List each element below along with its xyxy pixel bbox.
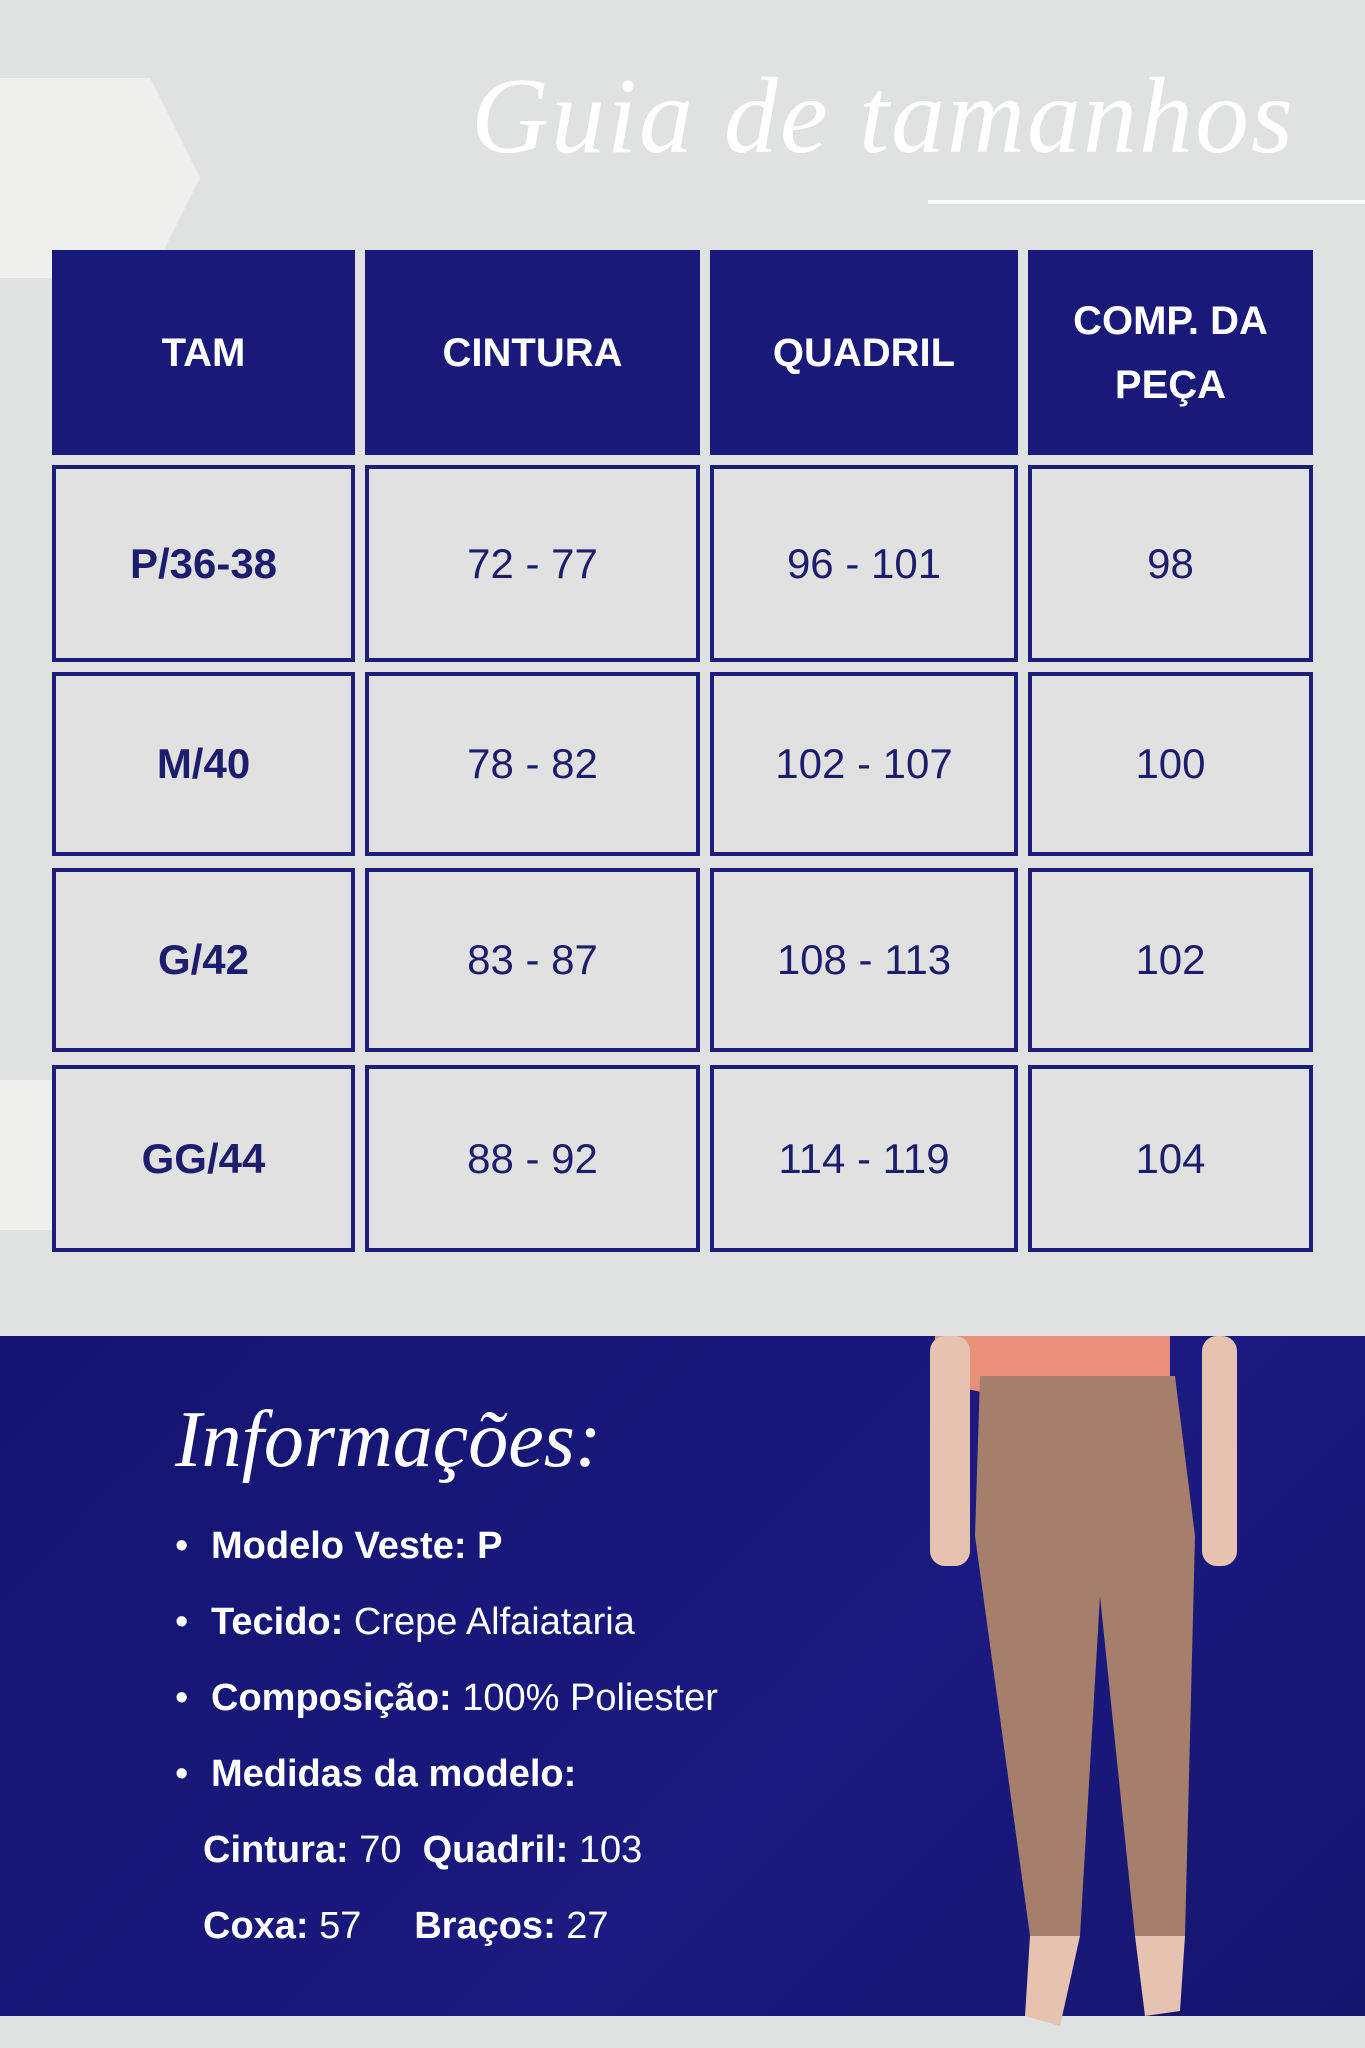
header-cell: TAM — [52, 250, 355, 455]
measure-cell: 102 - 107 — [710, 672, 1018, 856]
size-cell: G/42 — [52, 868, 355, 1052]
size-cell: GG/44 — [52, 1065, 355, 1252]
info-item-tecido: • Tecido: Crepe Alfaiataria — [175, 1601, 635, 1643]
model-photo — [930, 1336, 1237, 2026]
measure-cell: 83 - 87 — [365, 868, 700, 1052]
header-cell: QUADRIL — [710, 250, 1018, 455]
measure-cell: 96 - 101 — [710, 465, 1018, 662]
size-cell: P/36-38 — [52, 465, 355, 662]
info-title: Informações: — [175, 1396, 602, 1484]
info-item-composicao: • Composição: 100% Poliester — [175, 1677, 718, 1719]
measure-cell: 78 - 82 — [365, 672, 700, 856]
measure-cell: 108 - 113 — [710, 868, 1018, 1052]
measure-cintura-quadril: Cintura: 70 Quadril: 103 — [203, 1829, 643, 1871]
info-item-medidas: • Medidas da modelo: — [175, 1753, 577, 1795]
background-shape — [0, 78, 200, 278]
measure-coxa-bracos: Coxa: 57 Braços: 27 — [203, 1905, 609, 1947]
measure-cell: 88 - 92 — [365, 1065, 700, 1252]
measure-cell: 72 - 77 — [365, 465, 700, 662]
header-cell: CINTURA — [365, 250, 700, 455]
measure-cell: 114 - 119 — [710, 1065, 1018, 1252]
measure-cell: 104 — [1028, 1065, 1313, 1252]
measure-cell: 98 — [1028, 465, 1313, 662]
title-underline — [928, 200, 1365, 204]
info-item-modelo: • Modelo Veste: P — [175, 1525, 503, 1567]
measure-cell: 102 — [1028, 868, 1313, 1052]
measure-cell: 100 — [1028, 672, 1313, 856]
page-title: Guia de tamanhos — [471, 57, 1295, 176]
size-cell: M/40 — [52, 672, 355, 856]
header-cell: COMP. DA PEÇA — [1028, 250, 1313, 455]
